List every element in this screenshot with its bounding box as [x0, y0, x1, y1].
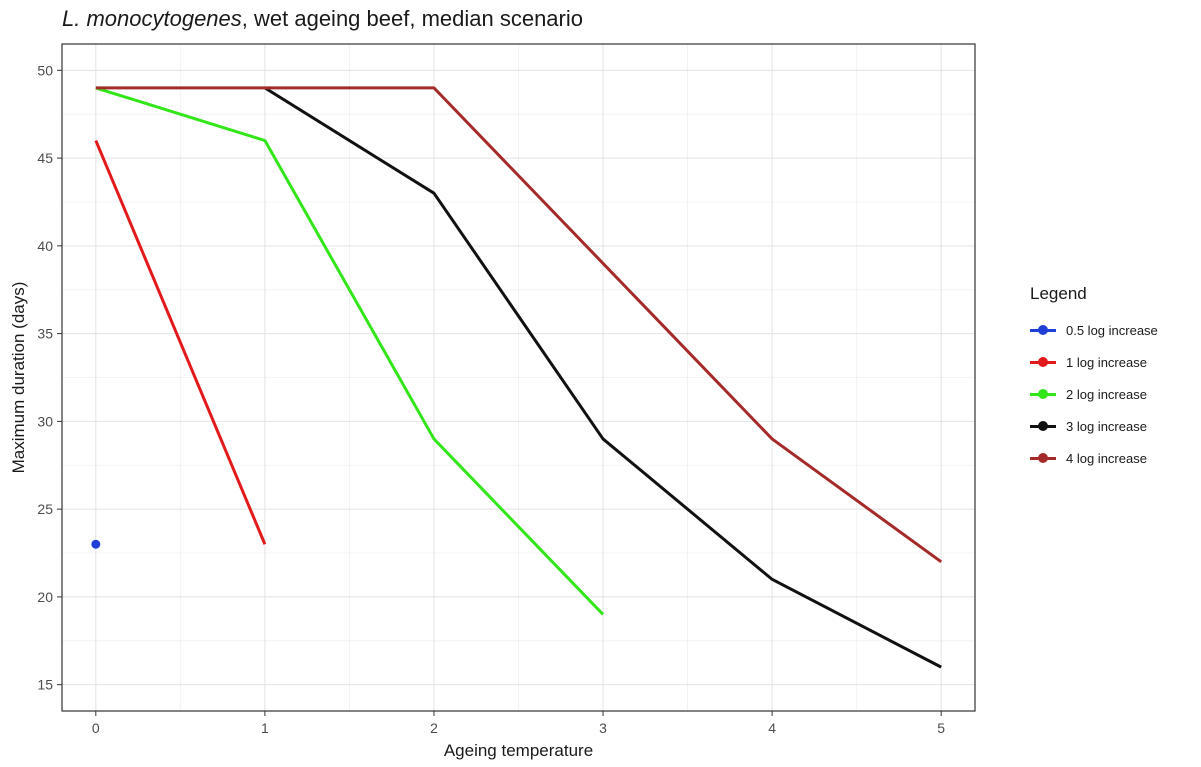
series-3: [95, 86, 605, 616]
series-layer: [91, 86, 943, 669]
y-tick-label: 15: [37, 677, 53, 693]
legend-label: 1 log increase: [1066, 354, 1147, 370]
y-axis-title: Maximum duration (days): [9, 282, 28, 474]
y-tick-label: 25: [37, 501, 53, 517]
y-tick-label: 50: [37, 62, 53, 78]
x-tick-label: 5: [937, 720, 945, 736]
legend-key: [1030, 419, 1056, 433]
series-5: [95, 86, 943, 564]
series-line: [94, 139, 267, 545]
series-line: [95, 86, 605, 616]
series-2: [94, 139, 267, 545]
chart-title-rest: , wet ageing beef, median scenario: [241, 6, 583, 31]
legend-label: 4 log increase: [1066, 450, 1147, 466]
legend-title: Legend: [1030, 284, 1087, 303]
y-tick-label: 35: [37, 326, 53, 342]
y-tick-label: 45: [37, 150, 53, 166]
legend-key: [1030, 323, 1056, 337]
plot-border: [61, 43, 976, 712]
legend-item: 0.5 log increase: [1030, 314, 1158, 346]
series-line: [95, 86, 943, 564]
x-tick-label: 1: [261, 720, 269, 736]
x-axis-title: Ageing temperature: [444, 741, 593, 760]
grid-lines: [62, 44, 975, 711]
y-tick-label: 20: [37, 589, 53, 605]
legend-item: 4 log increase: [1030, 442, 1158, 474]
y-tick-label: 40: [37, 238, 53, 254]
legend-key: [1030, 387, 1056, 401]
series-4: [264, 86, 942, 669]
legend-item: 1 log increase: [1030, 346, 1158, 378]
legend-key: [1030, 451, 1056, 465]
legend-label: 2 log increase: [1066, 386, 1147, 402]
legend-key: [1030, 355, 1056, 369]
y-tick-label: 30: [37, 413, 53, 429]
series-line: [264, 86, 942, 669]
legend-entries: 0.5 log increase 1 log increase 2 log incr…: [1030, 314, 1158, 474]
x-tick-label: 3: [599, 720, 607, 736]
legend-label: 0.5 log increase: [1066, 322, 1158, 338]
x-tick-label: 4: [768, 720, 776, 736]
series-1: [91, 539, 101, 549]
chart-title-italic: L. monocytogenes: [62, 6, 242, 31]
chart-title: L. monocytogenes, wet ageing beef, media…: [62, 6, 583, 32]
legend: Legend 0.5 log increase 1 log increase 2 l…: [1030, 284, 1158, 474]
series-point: [91, 539, 101, 549]
legend-item: 2 log increase: [1030, 378, 1158, 410]
legend-item: 3 log increase: [1030, 410, 1158, 442]
x-tick-label: 0: [92, 720, 100, 736]
x-tick-label: 2: [430, 720, 438, 736]
legend-label: 3 log increase: [1066, 418, 1147, 434]
